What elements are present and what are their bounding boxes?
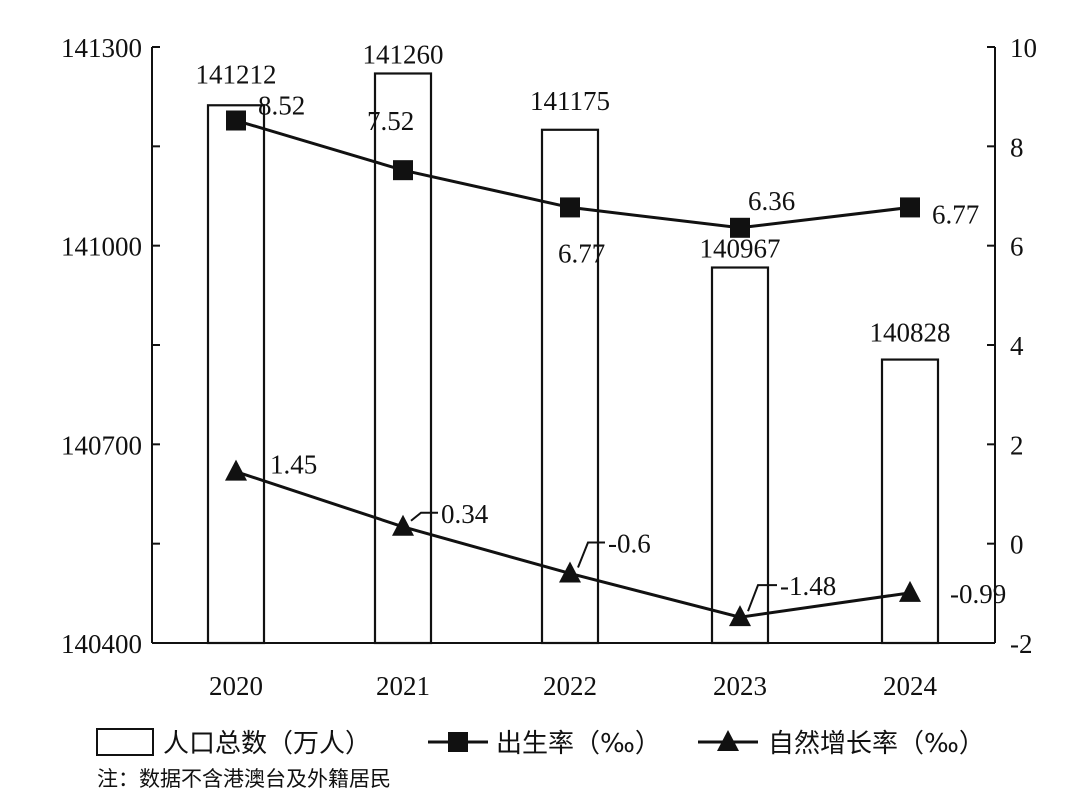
natural-growth-point-2023 — [729, 605, 751, 627]
natural-growth-label-2021: 0.34 — [441, 499, 489, 529]
birth-rate-point-2022 — [560, 197, 580, 218]
birth-rate-label-2023: 6.36 — [748, 186, 795, 216]
legend-bar-swatch — [96, 728, 154, 756]
legend-triangle-marker — [717, 730, 739, 751]
x-tick-label-2024: 2024 — [883, 671, 938, 701]
natural-growth-label-2022: -0.6 — [608, 528, 651, 558]
legend: 人口总数（万人） 出生率（‰） 自然增长率（‰） 注：数据不含港澳台及外籍居民 — [96, 728, 985, 791]
right-tick-label-8: 8 — [1010, 132, 1024, 162]
right-tick-label-0: 0 — [1010, 530, 1024, 560]
labels-layer: 141212 141260 141175 140967 140828 8.52 7.52 6.… — [196, 39, 1006, 612]
legend-square-marker — [448, 732, 468, 752]
population-label-2021: 141260 — [363, 39, 444, 69]
population-label-2024: 140828 — [870, 318, 951, 348]
birth-rate-label-2020: 8.52 — [258, 91, 305, 121]
birth-rate-point-2021 — [393, 160, 413, 181]
birth-rate-label-2022: 6.77 — [558, 238, 605, 268]
birth-rate-point-2020 — [226, 110, 246, 131]
left-tick-label-140700: 140700 — [61, 430, 142, 460]
right-tick-label-10: 10 — [1010, 33, 1037, 63]
natural-growth-point-2024 — [899, 580, 921, 602]
axes-layer: 140400 140700 141000 141300 -2 0 2 4 6 8 10 2020 202… — [61, 33, 1037, 701]
natural-growth-label-2024: -0.99 — [950, 579, 1006, 609]
footnote: 注：数据不含港澳台及外籍居民 — [97, 767, 391, 791]
right-tick-label-4: 4 — [1010, 331, 1024, 361]
population-label-2020: 141212 — [196, 59, 277, 89]
x-tick-label-2022: 2022 — [543, 671, 597, 701]
natural-growth-leader-2021 — [410, 511, 438, 522]
x-tick-label-2023: 2023 — [713, 671, 767, 701]
natural-growth-label-2020: 1.45 — [270, 450, 317, 480]
legend-birth-rate: 出生率（‰） — [496, 729, 661, 759]
birth-rate-label-2024: 6.77 — [932, 199, 979, 229]
legend-population: 人口总数（万人） — [163, 729, 371, 759]
population-label-2022: 141175 — [530, 86, 610, 116]
birth-rate-point-2023 — [730, 217, 750, 238]
birth-rate-label-2021: 7.52 — [367, 106, 414, 136]
natural-growth-point-2021 — [392, 514, 414, 536]
population-label-2023: 140967 — [700, 234, 781, 264]
natural-growth-point-2022 — [559, 561, 581, 583]
right-tick-label--2: -2 — [1010, 629, 1033, 659]
bars-layer — [206, 72, 940, 645]
population-bar-2020 — [206, 104, 266, 645]
left-tick-label-140400: 140400 — [61, 629, 142, 659]
right-tick-label-2: 2 — [1010, 430, 1024, 460]
x-tick-label-2020: 2020 — [209, 671, 263, 701]
left-tick-label-141000: 141000 — [61, 232, 142, 262]
left-tick-label-141300: 141300 — [61, 33, 142, 63]
lines-layer — [225, 110, 921, 627]
natural-growth-leader-2023 — [747, 584, 777, 612]
natural-growth-label-2023: -1.48 — [780, 571, 836, 601]
natural-growth-leader-2022 — [577, 541, 605, 568]
population-bar-2021 — [373, 72, 433, 645]
legend-natural-growth: 自然增长率（‰） — [768, 729, 985, 759]
birth-rate-point-2024 — [900, 197, 920, 218]
right-tick-label-6: 6 — [1010, 232, 1024, 262]
natural-growth-point-2020 — [225, 459, 247, 481]
x-tick-label-2021: 2021 — [376, 671, 430, 701]
population-bar-2023 — [710, 266, 770, 645]
